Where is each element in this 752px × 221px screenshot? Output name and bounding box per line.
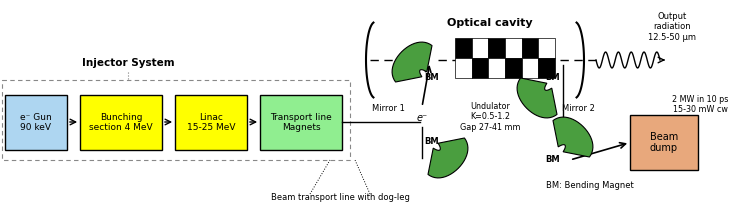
Bar xyxy=(2,80,350,160)
Bar xyxy=(260,95,342,150)
Bar xyxy=(488,58,505,78)
Text: Optical cavity: Optical cavity xyxy=(447,18,533,28)
Text: e⁻: e⁻ xyxy=(417,113,428,123)
Text: Injector System: Injector System xyxy=(82,58,174,68)
Text: Beam
dump: Beam dump xyxy=(650,132,678,153)
Bar xyxy=(472,38,488,58)
Text: Output
radiation
12.5-50 μm: Output radiation 12.5-50 μm xyxy=(648,12,696,42)
Text: e⁻ Gun
90 keV: e⁻ Gun 90 keV xyxy=(20,113,52,132)
Polygon shape xyxy=(553,117,593,157)
Bar xyxy=(455,38,472,58)
Polygon shape xyxy=(428,138,468,178)
Text: Undulator
K=0.5-1.2
Gap 27-41 mm: Undulator K=0.5-1.2 Gap 27-41 mm xyxy=(459,102,520,132)
Text: BM: BM xyxy=(425,74,439,82)
Bar xyxy=(522,58,538,78)
Bar xyxy=(505,58,522,78)
Bar xyxy=(80,95,162,150)
Bar xyxy=(5,95,67,150)
Text: BM: BM xyxy=(546,156,560,164)
Polygon shape xyxy=(517,78,557,118)
Polygon shape xyxy=(392,42,432,82)
Bar xyxy=(472,58,488,78)
Bar xyxy=(505,38,522,58)
Text: Mirror 1: Mirror 1 xyxy=(371,104,405,113)
Text: BM: BM xyxy=(546,74,560,82)
Bar xyxy=(538,38,555,58)
Bar xyxy=(630,115,698,170)
Text: Beam transport line with dog-leg: Beam transport line with dog-leg xyxy=(271,194,409,202)
Text: 2 MW in 10 ps
15-30 mW cw: 2 MW in 10 ps 15-30 mW cw xyxy=(672,95,728,114)
Bar xyxy=(175,95,247,150)
Text: BM: BM xyxy=(425,137,439,147)
Text: Transport line
Magnets: Transport line Magnets xyxy=(270,113,332,132)
Text: Linac
15-25 MeV: Linac 15-25 MeV xyxy=(186,113,235,132)
Text: BM: Bending Magnet: BM: Bending Magnet xyxy=(546,181,634,189)
Bar xyxy=(455,58,472,78)
Text: Bunching
section 4 MeV: Bunching section 4 MeV xyxy=(89,113,153,132)
Bar xyxy=(522,38,538,58)
Bar xyxy=(538,58,555,78)
Text: Mirror 2: Mirror 2 xyxy=(562,104,594,113)
Bar xyxy=(488,38,505,58)
